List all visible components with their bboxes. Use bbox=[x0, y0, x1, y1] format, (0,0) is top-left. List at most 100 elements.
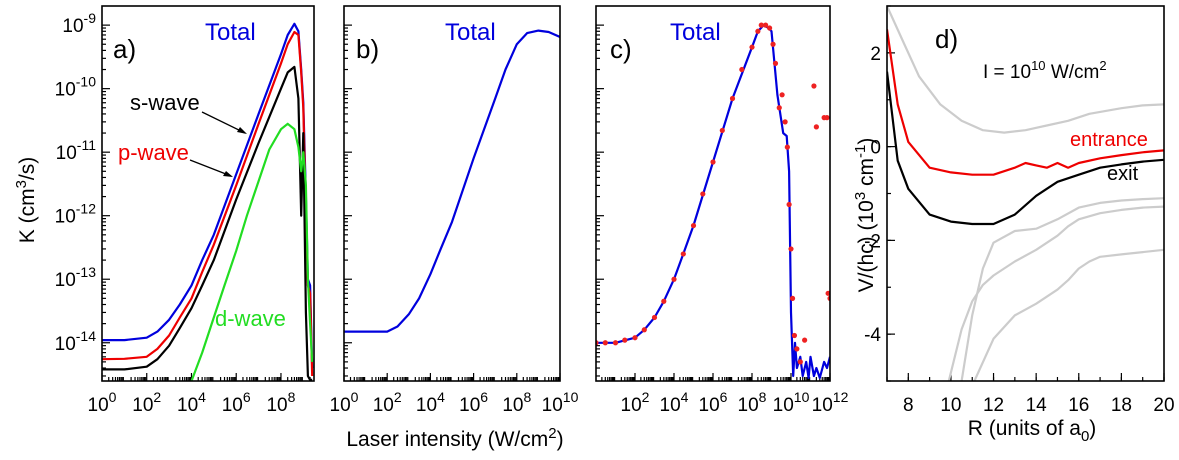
y-tick-label: 10-11 bbox=[56, 137, 97, 164]
data-point-marker bbox=[651, 314, 658, 321]
series-line-entrance bbox=[887, 29, 1164, 176]
y-tick-label: 2 bbox=[870, 44, 881, 65]
data-point-marker bbox=[763, 22, 769, 28]
legend-intensity: I = 1010 W/cm2 bbox=[983, 58, 1107, 83]
label-exit: exit bbox=[1107, 163, 1139, 185]
data-point-marker bbox=[641, 327, 647, 333]
panel-label-d: d) bbox=[935, 24, 958, 54]
annotation-d-wave: d-wave bbox=[215, 306, 286, 331]
data-point-marker bbox=[811, 83, 817, 89]
x-tick-label: 108 bbox=[502, 389, 531, 416]
series-line-series-2 bbox=[887, 6, 1164, 134]
y-tick-label: 10-10 bbox=[55, 74, 97, 101]
y-tick-label: 10-9 bbox=[62, 10, 96, 37]
data-point-marker bbox=[690, 222, 697, 229]
plot-area-a: 100 102 104 106 108 10-14 10-13 10-12 10-11 10-10… bbox=[55, 5, 315, 416]
data-point-marker bbox=[719, 127, 725, 134]
x-tick-label: 102 bbox=[132, 389, 161, 416]
data-point-marker bbox=[749, 44, 755, 50]
y-tick-label: 10-13 bbox=[55, 264, 97, 291]
y-axis-label-a: K (cm3/s) bbox=[13, 157, 39, 244]
data-point-marker bbox=[786, 201, 792, 208]
panel-label-c: c) bbox=[610, 34, 632, 64]
y-tick-label: 10-12 bbox=[55, 201, 97, 228]
arrowhead-s-wave bbox=[237, 127, 247, 134]
x-tick-label: 16 bbox=[1068, 395, 1089, 416]
panel-c: 102 104 106 108 1010 1012 c) Total bbox=[595, 5, 849, 416]
plot-frame bbox=[343, 5, 561, 382]
data-point-marker bbox=[680, 251, 686, 257]
data-point-marker bbox=[788, 246, 794, 252]
label-entrance: entrance bbox=[1070, 129, 1148, 151]
series-line-series-3 bbox=[960, 197, 1164, 381]
data-point-marker bbox=[661, 298, 667, 304]
x-tick-label: 20 bbox=[1153, 395, 1174, 416]
annotation-total-c: Total bbox=[670, 19, 721, 46]
x-tick-label: 104 bbox=[660, 389, 689, 416]
data-point-marker bbox=[779, 92, 785, 98]
arrowhead-p-wave bbox=[223, 171, 233, 177]
data-point-marker bbox=[797, 359, 803, 365]
y-tick-label: 10-14 bbox=[55, 328, 97, 355]
data-point-marker bbox=[602, 340, 608, 346]
x-tick-label: 100 bbox=[88, 389, 117, 416]
x-tick-label: 1010 bbox=[773, 389, 810, 416]
y-tick-label: -4 bbox=[864, 325, 881, 346]
series-line-total bbox=[344, 29, 560, 333]
x-axis-label-d: R (units of a0) bbox=[968, 417, 1097, 445]
data-point-marker bbox=[700, 191, 706, 197]
data-point-marker bbox=[622, 337, 628, 343]
shared-x-axis-label: Laser intensity (W/cm2) bbox=[346, 425, 563, 451]
annotation-total-a: Total bbox=[205, 19, 256, 46]
x-tick-label: 12 bbox=[983, 395, 1004, 416]
series-line-s-wave bbox=[102, 65, 313, 381]
data-point-marker bbox=[671, 276, 677, 282]
x-tick-label: 106 bbox=[222, 389, 251, 416]
data-point-marker bbox=[782, 119, 788, 125]
annotation-s-wave: s-wave bbox=[130, 90, 200, 115]
x-tick-label: 108 bbox=[266, 389, 295, 416]
data-point-marker bbox=[739, 66, 745, 73]
x-tick-label: 102 bbox=[373, 389, 402, 416]
data-point-marker bbox=[825, 290, 830, 296]
annotation-p-wave: p-wave bbox=[118, 140, 189, 165]
data-point-marker bbox=[802, 337, 808, 343]
data-point-marker bbox=[772, 60, 779, 66]
data-point-marker bbox=[758, 22, 764, 28]
data-point-marker bbox=[710, 159, 716, 165]
pointer-arrow-p-wave bbox=[189, 159, 232, 177]
series-line-series-5 bbox=[973, 248, 1164, 381]
x-tick-label: 1010 bbox=[542, 389, 579, 416]
data-point-marker bbox=[612, 340, 619, 346]
x-tick-label: 18 bbox=[1111, 395, 1132, 416]
plot-area-d: 8 10 12 14 16 18 20 -4 -2 0 2 bbox=[864, 5, 1175, 416]
x-tick-label: 106 bbox=[699, 389, 728, 416]
panel-a: 100 102 104 106 108 10-14 10-13 10-12 10-11 10-10… bbox=[13, 5, 315, 416]
y-tick-label: -2 bbox=[864, 231, 881, 252]
series-line-series-4 bbox=[947, 205, 1164, 381]
data-point-marker bbox=[794, 346, 800, 352]
plot-area-b: 100 102 104 106 108 1010 bbox=[330, 5, 579, 416]
data-point-marker bbox=[789, 295, 796, 301]
data-point-marker bbox=[632, 335, 638, 341]
plot-frame bbox=[886, 5, 1165, 382]
data-point-marker bbox=[770, 41, 776, 47]
panel-d: 8 10 12 14 16 18 20 -4 -2 0 2 d) I = 1010 W/cm2 en… bbox=[852, 5, 1175, 445]
annotation-total-b: Total bbox=[445, 19, 496, 46]
pointer-arrow-s-wave bbox=[201, 111, 246, 134]
x-tick-label: 1012 bbox=[812, 389, 849, 416]
y-axis-label-d: V/(hc) (103 cm-1) bbox=[852, 138, 878, 293]
panel-b: 100 102 104 106 108 1010 b) Total bbox=[330, 5, 579, 416]
data-point-marker bbox=[776, 105, 782, 111]
x-tick-label: 108 bbox=[738, 389, 767, 416]
panel-label-a: a) bbox=[113, 34, 136, 64]
x-tick-label: 8 bbox=[903, 395, 914, 416]
plot-area-c: 102 104 106 108 1010 1012 bbox=[595, 5, 849, 416]
plot-frame bbox=[595, 5, 831, 382]
y-tick-label: 0 bbox=[870, 138, 881, 159]
x-tick-label: 104 bbox=[177, 389, 206, 416]
data-point-marker bbox=[755, 28, 761, 34]
panel-label-b: b) bbox=[356, 34, 379, 64]
x-tick-label: 14 bbox=[1026, 395, 1048, 416]
data-point-marker bbox=[767, 25, 773, 31]
